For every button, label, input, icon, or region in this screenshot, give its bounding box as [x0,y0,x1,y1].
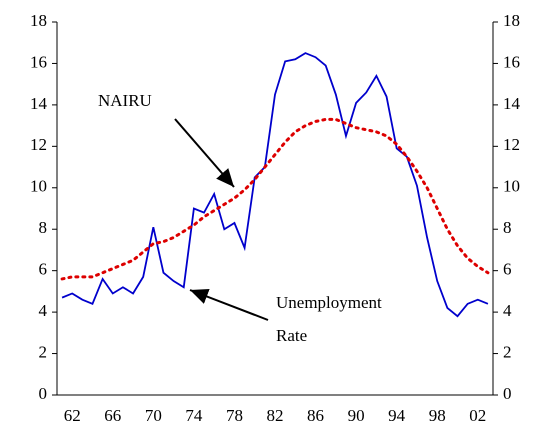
x-tick-label: 70 [145,406,162,425]
y2-tick-label: 0 [503,384,512,403]
series-line [60,117,490,281]
annotation: NAIRU [98,91,152,110]
y2-tick-label: 16 [503,52,520,71]
series-line [61,52,489,318]
y-tick-label: 10 [30,177,47,196]
annotation: Unemployment [276,293,382,312]
x-tick-label: 74 [185,406,203,425]
y2-tick-label: 8 [503,218,512,237]
x-tick-label: 02 [469,406,486,425]
y-tick-label: 14 [30,94,48,113]
y2-tick-label: 12 [503,135,520,154]
y-tick-label: 18 [30,11,47,30]
y-tick-label: 12 [30,135,47,154]
y2-tick-label: 4 [503,301,512,320]
x-tick-label: 62 [64,406,81,425]
y2-tick-label: 18 [503,11,520,30]
annotation-arrow [189,288,269,321]
y-tick-label: 6 [39,260,48,279]
x-tick-label: 66 [104,406,121,425]
y-tick-label: 4 [39,301,48,320]
y2-tick-label: 2 [503,342,512,361]
x-tick-label: 78 [226,406,243,425]
x-tick-label: 86 [307,406,324,425]
y2-tick-label: 14 [503,94,521,113]
y2-tick-label: 10 [503,177,520,196]
y-tick-label: 0 [39,384,48,403]
x-tick-label: 98 [429,406,446,425]
y-tick-label: 2 [39,342,48,361]
x-tick-label: 90 [348,406,365,425]
y-tick-label: 8 [39,218,48,237]
annotation-arrow [174,118,235,188]
y2-tick-label: 6 [503,260,512,279]
x-tick-label: 94 [388,406,406,425]
x-tick-label: 82 [267,406,284,425]
y-tick-label: 16 [30,52,47,71]
annotation: Rate [276,326,307,345]
